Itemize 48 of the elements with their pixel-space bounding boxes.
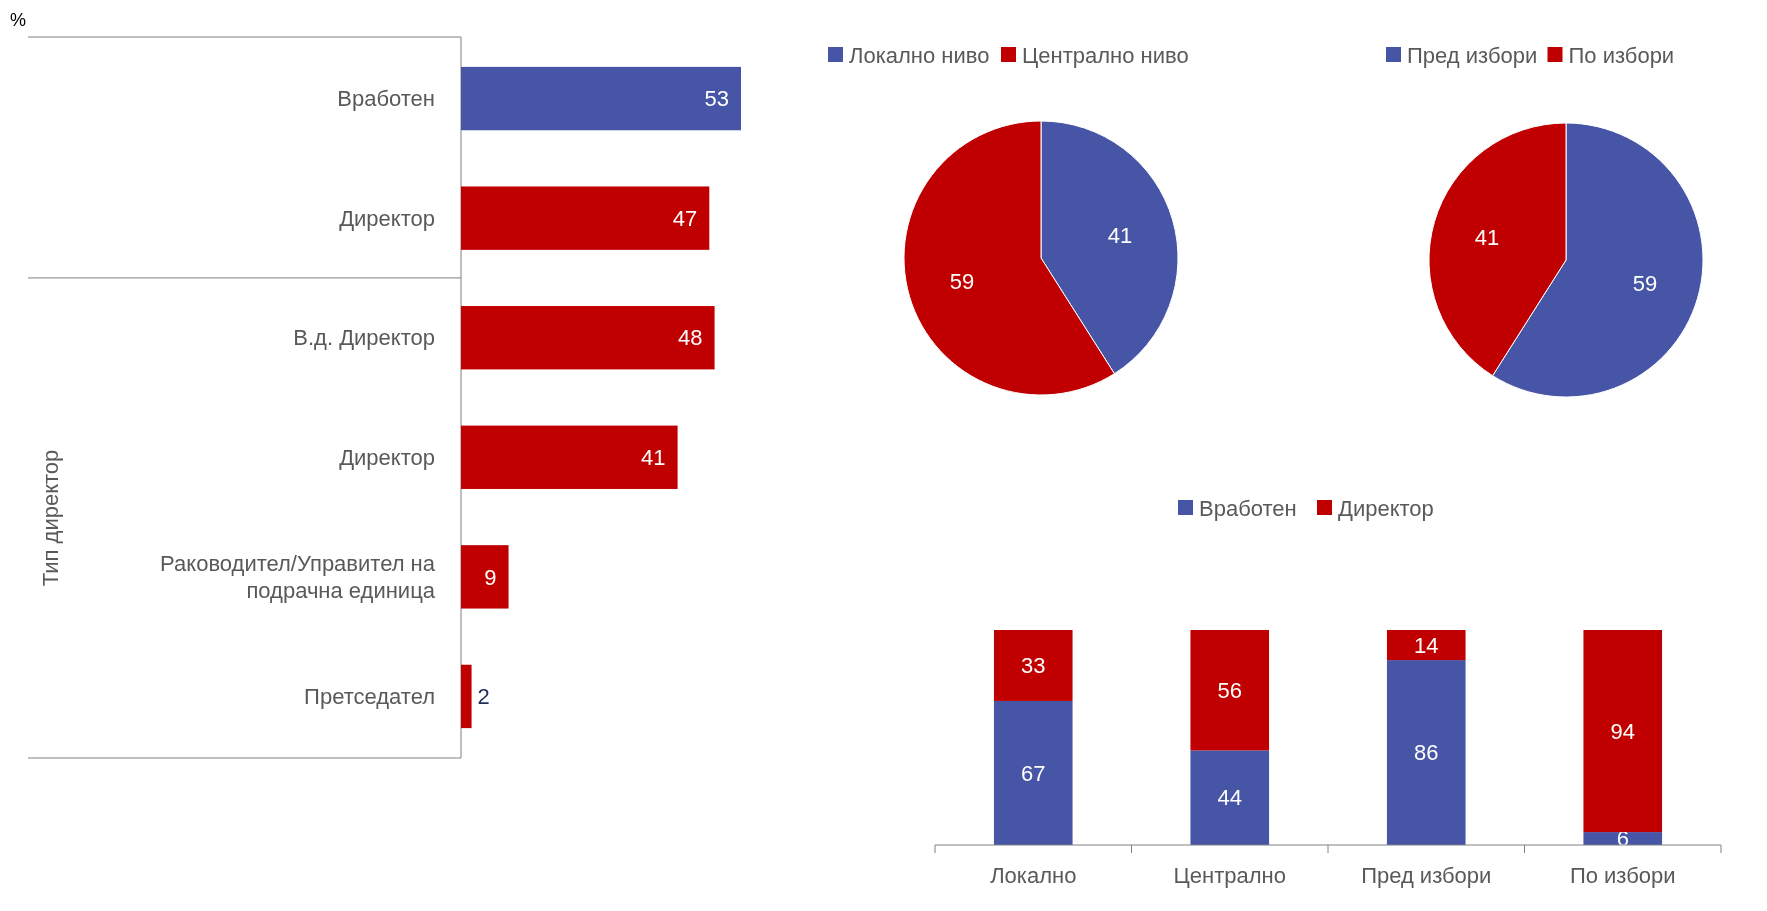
data-label: 41 — [1107, 222, 1133, 248]
data-label: 94 — [1610, 718, 1635, 744]
legend-label: По избори — [1568, 42, 1675, 68]
legend-label: Централно ниво — [1022, 42, 1189, 68]
y-tick-label: Раководител/Управител на подрачна единица — [160, 551, 436, 603]
bar — [1190, 750, 1270, 845]
bar — [461, 425, 678, 489]
bar — [461, 66, 741, 131]
y-tick-label: Претседател — [304, 684, 435, 710]
text: Тип директор — [38, 449, 63, 587]
y-tick-label: Директор — [339, 444, 435, 470]
y-tick-label: Вработен — [337, 86, 435, 112]
x-tick-label: По избори — [1569, 863, 1676, 888]
bar — [461, 545, 509, 609]
data-label: 86 — [1414, 740, 1439, 766]
legend-label: Директор — [1338, 495, 1434, 521]
legend-label: Пред избори — [1407, 42, 1538, 68]
data-label: 59 — [949, 268, 975, 294]
data-label: 44 — [1217, 785, 1242, 811]
bar — [1386, 660, 1466, 845]
data-label: 41 — [641, 444, 666, 470]
data-label: 9 — [484, 564, 497, 590]
data-label: 67 — [1021, 760, 1046, 786]
legend-label: Вработен — [1199, 495, 1297, 521]
text: % — [10, 10, 27, 30]
data-label: 56 — [1217, 677, 1242, 703]
y-tick-label: Директор — [339, 205, 435, 231]
x-tick-label: Пред избори — [1361, 863, 1492, 888]
data-label: 47 — [672, 205, 698, 231]
y-tick-label: В.д. Директор — [293, 325, 435, 351]
bar — [461, 306, 715, 370]
bar — [1386, 630, 1466, 661]
x-tick-label: Централно — [1173, 863, 1286, 888]
data-label: 41 — [1474, 224, 1500, 250]
bar — [993, 700, 1073, 845]
bar — [461, 664, 472, 729]
x-tick-label: Локално — [990, 863, 1077, 888]
bar — [1583, 630, 1663, 833]
legend-label: Локално ниво — [849, 42, 990, 68]
data-label: 14 — [1414, 632, 1439, 658]
bar — [993, 630, 1073, 701]
data-label: 2 — [477, 684, 490, 710]
data-label: 33 — [1021, 653, 1046, 679]
data-label: 59 — [1632, 270, 1658, 296]
bar — [1190, 630, 1270, 751]
bar — [461, 186, 710, 250]
data-label: 48 — [678, 325, 703, 351]
data-label: 53 — [704, 86, 729, 112]
